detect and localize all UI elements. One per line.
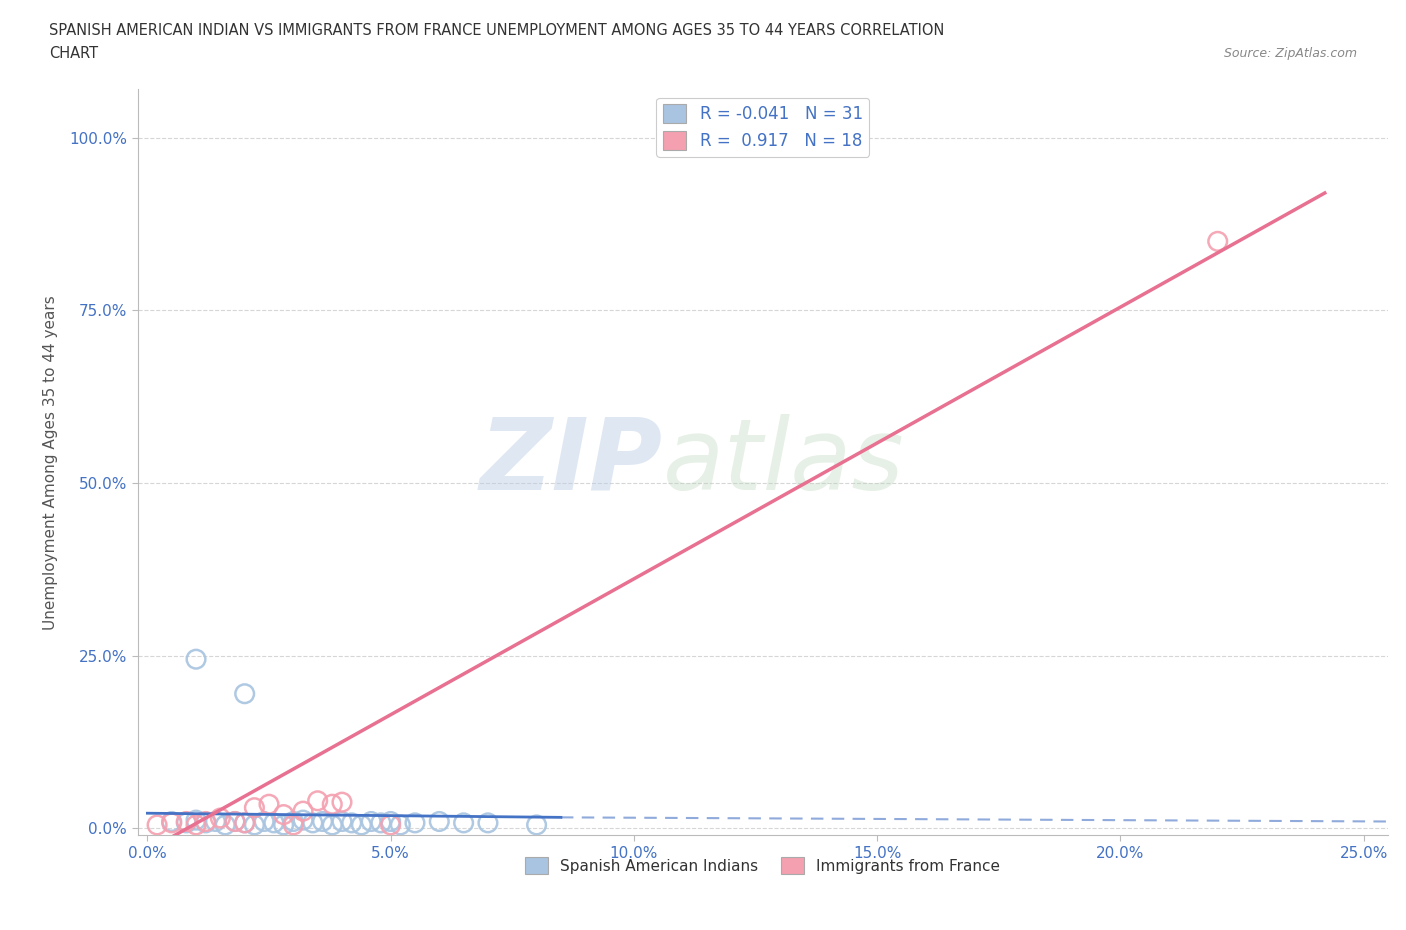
Point [380, 814, 402, 829]
Point [233, 686, 256, 701]
Point [330, 795, 353, 810]
Point [263, 816, 285, 830]
Point [209, 811, 232, 826]
Text: ZIP: ZIP [479, 414, 662, 511]
Point [360, 814, 382, 829]
Point [307, 793, 329, 808]
Point [380, 817, 402, 832]
Point [311, 814, 333, 829]
Text: atlas: atlas [662, 414, 904, 511]
Point [273, 807, 295, 822]
Point [214, 817, 236, 832]
Point [233, 816, 256, 830]
Point [194, 816, 217, 830]
Point [273, 817, 295, 832]
Point [146, 817, 169, 832]
Point [194, 814, 217, 829]
Point [292, 813, 315, 828]
Point [257, 797, 280, 812]
Y-axis label: Unemployment Among Ages 35 to 44 years: Unemployment Among Ages 35 to 44 years [44, 295, 58, 630]
Point [283, 817, 305, 832]
Point [176, 814, 198, 829]
Point [321, 797, 343, 812]
Point [243, 800, 266, 815]
Point [292, 804, 315, 818]
Point [233, 816, 256, 830]
Point [184, 652, 207, 667]
Point [526, 817, 548, 832]
Point [330, 814, 353, 829]
Point [453, 816, 475, 830]
Text: SPANISH AMERICAN INDIAN VS IMMIGRANTS FROM FRANCE UNEMPLOYMENT AMONG AGES 35 TO : SPANISH AMERICAN INDIAN VS IMMIGRANTS FR… [49, 23, 945, 38]
Point [243, 817, 266, 832]
Point [283, 814, 305, 829]
Point [224, 814, 246, 829]
Point [301, 816, 323, 830]
Point [340, 816, 363, 830]
Point [350, 817, 373, 832]
Legend: Spanish American Indians, Immigrants from France: Spanish American Indians, Immigrants fro… [519, 851, 1007, 880]
Point [370, 816, 392, 830]
Point [477, 816, 499, 830]
Point [176, 816, 198, 830]
Point [427, 814, 450, 829]
Text: CHART: CHART [49, 46, 98, 61]
Point [160, 816, 183, 830]
Point [184, 817, 207, 832]
Point [184, 813, 207, 828]
Point [1206, 234, 1229, 249]
Point [389, 817, 412, 832]
Point [404, 816, 426, 830]
Text: Source: ZipAtlas.com: Source: ZipAtlas.com [1223, 46, 1357, 60]
Point [160, 814, 183, 829]
Point [321, 817, 343, 832]
Point [204, 814, 226, 829]
Point [224, 814, 246, 829]
Point [253, 814, 276, 829]
